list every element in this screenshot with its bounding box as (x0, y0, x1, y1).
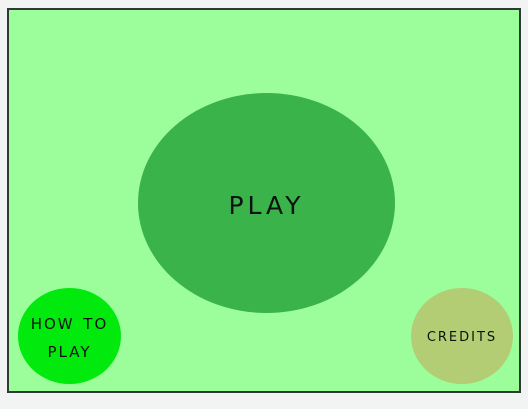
game-menu-canvas: Play How to Play Credits (7, 8, 521, 393)
play-label: Play (228, 181, 305, 223)
credits-button[interactable]: Credits (411, 288, 513, 384)
how-to-play-button[interactable]: How to Play (18, 288, 121, 384)
how-to-play-label: How to Play (30, 309, 109, 362)
credits-label: Credits (426, 324, 498, 347)
play-button[interactable]: Play (138, 93, 395, 313)
